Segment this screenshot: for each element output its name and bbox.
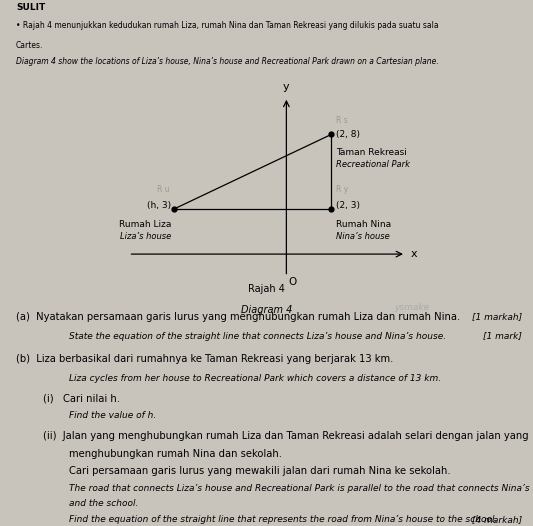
Text: Diagram 4: Diagram 4 — [241, 305, 292, 315]
Text: Cartes.: Cartes. — [16, 41, 43, 50]
Text: [4 markah]: [4 markah] — [472, 515, 522, 524]
Text: Nina’s house: Nina’s house — [336, 231, 390, 240]
Text: Rumah Liza: Rumah Liza — [119, 220, 172, 229]
Text: (i)   Cari nilai h.: (i) Cari nilai h. — [43, 393, 119, 403]
Text: x: x — [410, 249, 417, 259]
Text: menghubungkan rumah Nina dan sekolah.: menghubungkan rumah Nina dan sekolah. — [69, 449, 282, 459]
Text: (2, 3): (2, 3) — [336, 201, 360, 210]
Text: ysmake: ysmake — [394, 303, 430, 312]
Text: Liza’s house: Liza’s house — [120, 231, 172, 240]
Text: (2, 8): (2, 8) — [336, 130, 360, 139]
Text: O: O — [288, 277, 296, 287]
Text: Recreational Park: Recreational Park — [336, 160, 410, 169]
Text: R s: R s — [336, 116, 348, 125]
Text: Find the value of h.: Find the value of h. — [69, 411, 157, 420]
Text: y: y — [283, 83, 290, 93]
Text: State the equation of the straight line that connects Liza’s house and Nina’s ho: State the equation of the straight line … — [69, 331, 447, 341]
Text: and the school.: and the school. — [69, 500, 139, 509]
Text: (ii)  Jalan yang menghubungkan rumah Liza dan Taman Rekreasi adalah selari denga: (ii) Jalan yang menghubungkan rumah Liza… — [43, 431, 528, 441]
Text: [1 mark]: [1 mark] — [483, 331, 522, 341]
Text: Liza cycles from her house to Recreational Park which covers a distance of 13 km: Liza cycles from her house to Recreation… — [69, 373, 441, 382]
Text: (b)  Liza berbasikal dari rumahnya ke Taman Rekreasi yang berjarak 13 km.: (b) Liza berbasikal dari rumahnya ke Tam… — [16, 353, 393, 363]
Text: Rumah Nina: Rumah Nina — [336, 220, 391, 229]
Text: Diagram 4 show the locations of Liza’s house, Nina’s house and Recreational Park: Diagram 4 show the locations of Liza’s h… — [16, 57, 439, 66]
Text: • Rajah 4 menunjukkan kedudukan rumah Liza, rumah Nina dan Taman Rekreasi yang d: • Rajah 4 menunjukkan kedudukan rumah Li… — [16, 22, 439, 31]
Text: (h, 3): (h, 3) — [147, 201, 172, 210]
Text: (a)  Nyatakan persamaan garis lurus yang menghubungkan rumah Liza dan rumah Nina: (a) Nyatakan persamaan garis lurus yang … — [16, 312, 460, 322]
Text: R y: R y — [336, 185, 348, 194]
Text: Rajah 4: Rajah 4 — [248, 284, 285, 295]
Text: Taman Rekreasi: Taman Rekreasi — [336, 148, 407, 157]
Text: The road that connects Liza’s house and Recreational Park is parallel to the roa: The road that connects Liza’s house and … — [69, 484, 533, 493]
Text: Find the equation of the straight line that represents the road from Nina’s hous: Find the equation of the straight line t… — [69, 515, 498, 524]
Text: [1 markah]: [1 markah] — [472, 312, 522, 321]
Text: SULIT: SULIT — [16, 3, 45, 12]
Text: Cari persamaan garis lurus yang mewakili jalan dari rumah Nina ke sekolah.: Cari persamaan garis lurus yang mewakili… — [69, 467, 451, 477]
Text: R u: R u — [157, 185, 169, 194]
